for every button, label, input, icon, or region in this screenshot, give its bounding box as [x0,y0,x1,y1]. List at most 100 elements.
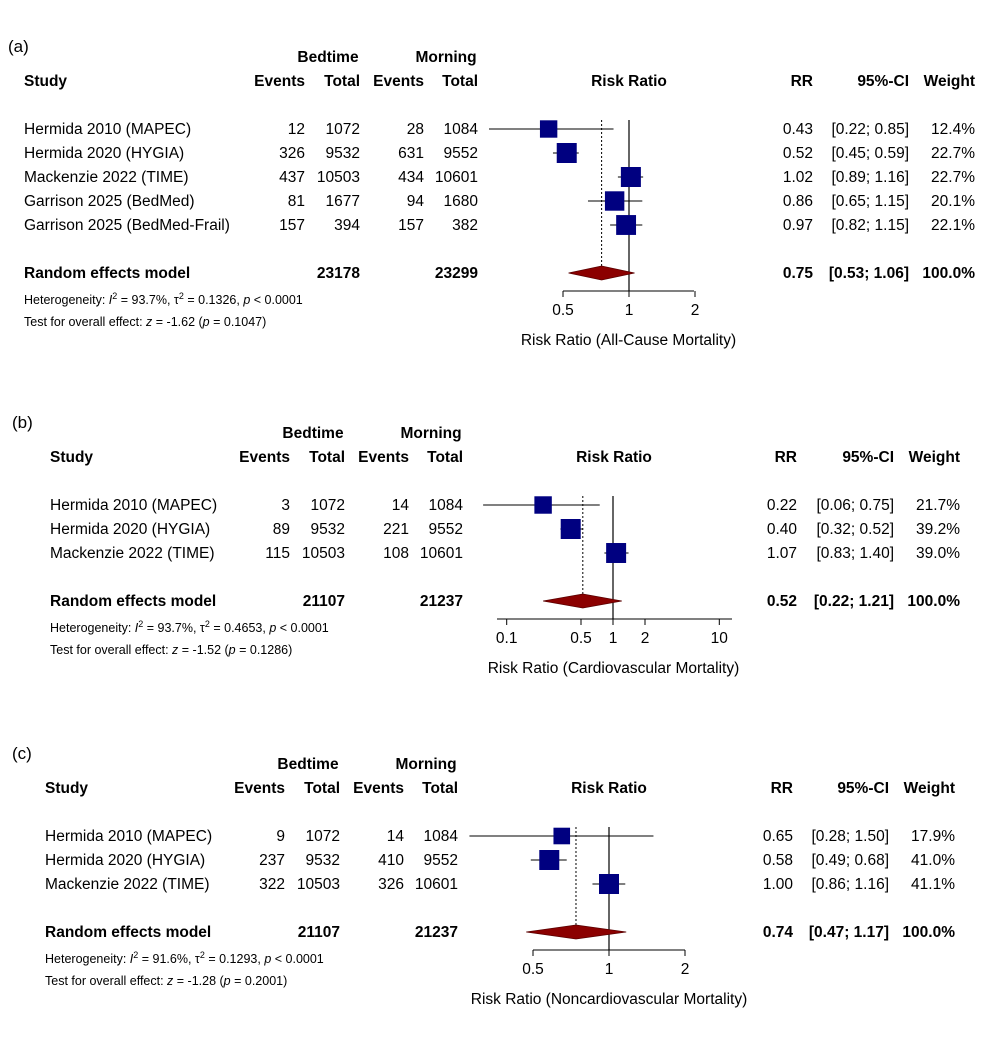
study-rr: 0.97 [783,217,813,234]
study-weight: 20.1% [931,193,975,210]
header-rr: RR [771,780,793,797]
header-morning: Morning [395,756,456,773]
study-ci: [0.45; 0.59] [831,145,909,162]
header-risk-ratio: Risk Ratio [571,780,647,797]
morning-total: 1084 [429,497,464,514]
p-symbol: p [268,621,276,635]
morning-total: 10601 [420,545,463,562]
morning-total: 9552 [429,521,463,538]
study-ci: [0.22; 0.85] [831,121,909,138]
header-bed-total: Total [324,73,360,90]
superscript: 2 [200,950,205,960]
pooled-bedtime-total: 23178 [317,265,360,282]
tau-symbol: τ [195,952,200,966]
x-tick-label: 1 [625,302,634,319]
header-ci: 95%-CI [837,780,889,797]
pooled-ci: [0.53; 1.06] [829,265,909,282]
x-tick-label: 10 [711,630,729,647]
tau-value: = 0.1293, [205,952,264,966]
header-ci: 95%-CI [857,73,909,90]
bedtime-events: 322 [259,876,285,893]
bedtime-total: 10503 [297,876,340,893]
p-symbol: p [202,315,210,329]
study-ci: [0.82; 1.15] [831,217,909,234]
x-tick-label: 2 [691,302,700,319]
p-symbol: p [223,974,231,988]
superscript: 2 [205,619,210,629]
z-symbol: z [166,974,174,988]
z-symbol: z [145,315,153,329]
study-weight: 12.4% [931,121,975,138]
bedtime-events: 12 [288,121,305,138]
p-value: < 0.0001 [250,293,303,307]
forest-plot-noncardiovascular: (c) Bedtime Morning Study Events Total Events T… [0,711,1000,1061]
bedtime-events: 237 [259,852,285,869]
study-estimate-square [606,543,627,563]
heterogeneity-prefix: Heterogeneity: [45,952,130,966]
study-weight: 41.0% [911,852,955,869]
overall-prefix: Test for overall effect: [45,974,167,988]
study-name: Garrison 2025 (BedMed) [24,193,195,210]
study-weight: 41.1% [911,876,955,893]
study-rr: 1.02 [783,169,813,186]
pooled-rr: 0.52 [767,593,797,610]
header-bed-total: Total [304,780,340,797]
study-estimate-square [556,143,577,163]
study-rr: 0.52 [783,145,813,162]
header-morn-events: Events [358,449,409,466]
x-tick-label: 0.5 [570,630,592,647]
heterogeneity-stats: Heterogeneity: I2 = 93.7%, τ2 = 0.1326, … [24,291,303,307]
study-name: Hermida 2020 (HYGIA) [45,852,205,869]
bedtime-total: 1072 [326,121,360,138]
bedtime-total: 1677 [326,193,360,210]
superscript: 2 [179,291,184,301]
bedtime-total: 9532 [326,145,360,162]
overall-effect-test: Test for overall effect: z = -1.62 (p = … [24,315,266,329]
tau-value: = 0.1326, [184,293,243,307]
morning-total: 9552 [444,145,478,162]
header-study: Study [45,780,88,797]
study-rr: 0.43 [783,121,813,138]
superscript: 2 [133,950,138,960]
x-axis-label: Risk Ratio (Noncardiovascular Mortality) [471,991,748,1008]
overall-prefix: Test for overall effect: [24,315,146,329]
morning-total: 1680 [444,193,479,210]
pooled-ci: [0.47; 1.17] [809,924,889,941]
bedtime-total: 10503 [302,545,345,562]
header-weight: Weight [909,449,960,466]
study-estimate-square [620,167,641,187]
bedtime-total: 9532 [306,852,340,869]
study-name: Hermida 2010 (MAPEC) [24,121,191,138]
header-bedtime: Bedtime [282,425,344,442]
pooled-model-label: Random effects model [50,593,216,610]
i2-value: = 91.6%, [138,952,195,966]
pooled-ci: [0.22; 1.21] [814,593,894,610]
p-symbol: p [263,952,271,966]
study-ci: [0.28; 1.50] [811,828,889,845]
morning-total: 10601 [415,876,458,893]
pooled-diamond [526,924,627,940]
header-morn-total: Total [422,780,458,797]
pooled-morning-total: 21237 [420,593,463,610]
heterogeneity-prefix: Heterogeneity: [24,293,109,307]
morning-events: 434 [398,169,424,186]
study-name: Mackenzie 2022 (TIME) [24,169,189,186]
study-estimate-square [534,496,552,514]
study-rr: 1.00 [763,876,794,893]
pooled-diamond [568,265,635,281]
study-estimate-square [553,827,571,845]
p-value: < 0.0001 [276,621,329,635]
morning-total: 10601 [435,169,478,186]
heterogeneity-stats: Heterogeneity: I2 = 93.7%, τ2 = 0.4653, … [50,619,329,635]
bedtime-total: 9532 [311,521,345,538]
forest-plot-cardiovascular: (b) Bedtime Morning Study Events Total Events T… [0,380,1000,730]
bedtime-total: 10503 [317,169,360,186]
panel-label: (c) [12,744,32,763]
bedtime-total: 394 [334,217,360,234]
study-estimate-square [616,215,637,235]
header-bed-total: Total [309,449,345,466]
study-weight: 39.0% [916,545,960,562]
header-bedtime: Bedtime [277,756,339,773]
z-value: = -1.62 ( [152,315,203,329]
pooled-model-label: Random effects model [45,924,211,941]
